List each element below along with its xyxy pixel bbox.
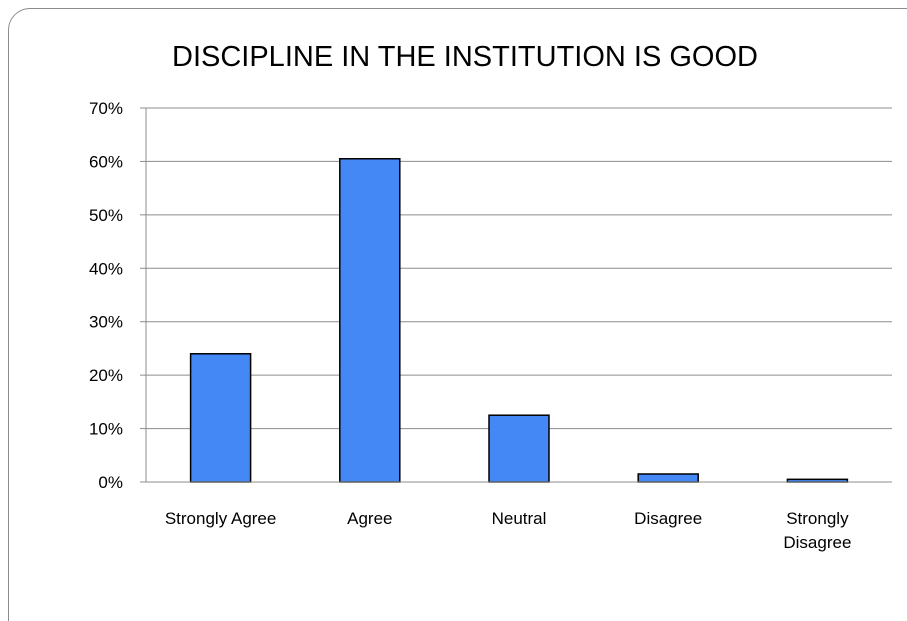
- y-tick-label: 20%: [89, 366, 123, 385]
- bars: [189, 158, 849, 483]
- axes: [140, 107, 892, 483]
- bar-disagree: [637, 473, 699, 483]
- chart-frame: [8, 8, 907, 621]
- x-category-label: Disagree: [634, 509, 702, 528]
- y-tick-label: 60%: [89, 152, 123, 171]
- y-tick-label: 10%: [89, 420, 123, 439]
- bar-agree: [339, 158, 401, 483]
- x-category-label: Neutral: [492, 509, 547, 528]
- x-category-label: Strongly Agree: [165, 509, 277, 528]
- gridlines: [146, 107, 892, 430]
- y-tick-label: 30%: [89, 313, 123, 332]
- x-axis-category-labels: Strongly Agree Agree Neutral Disagree Strong…: [165, 509, 852, 552]
- x-category-label: Strongly Disagree: [783, 509, 851, 552]
- y-tick-label: 50%: [89, 206, 123, 225]
- y-axis-tick-labels: 0% 10% 20% 30% 40% 50% 60% 70%: [89, 99, 123, 492]
- bar-strongly-agree: [189, 353, 252, 483]
- x-category-label: Agree: [347, 509, 392, 528]
- y-tick-label: 70%: [89, 99, 123, 118]
- chart-title: DISCIPLINE IN THE INSTITUTION IS GOOD: [172, 41, 758, 73]
- y-tick-label: 40%: [89, 259, 123, 278]
- y-tick-label: 0%: [98, 473, 123, 492]
- bar-neutral: [488, 414, 550, 483]
